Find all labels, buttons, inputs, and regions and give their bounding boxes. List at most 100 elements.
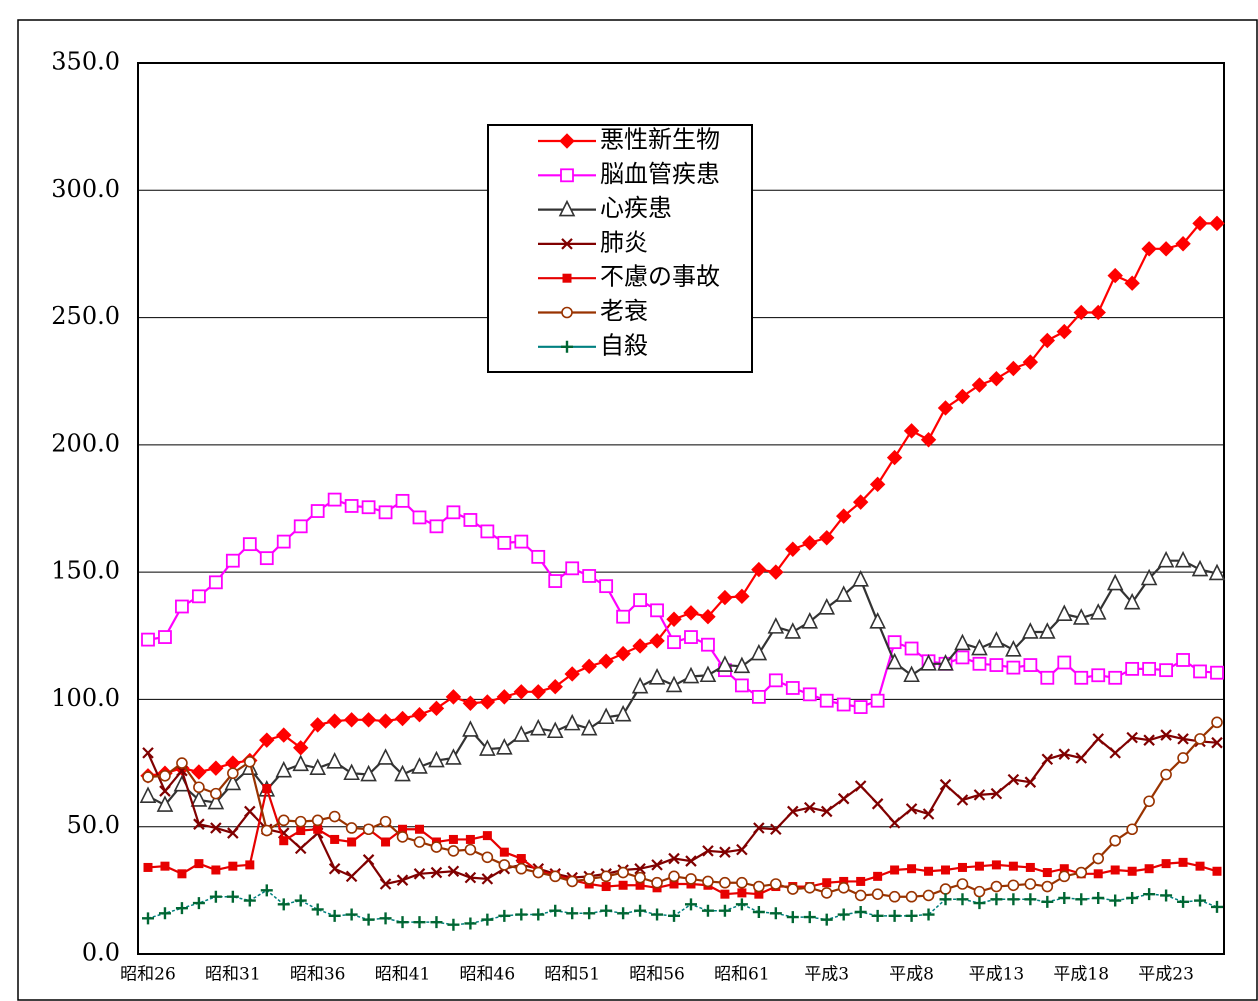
marker	[888, 909, 901, 922]
marker	[1008, 861, 1018, 871]
marker	[734, 678, 749, 693]
marker	[379, 815, 392, 828]
marker	[785, 541, 801, 557]
marker	[700, 608, 716, 625]
marker	[767, 617, 785, 634]
marker	[716, 655, 734, 672]
marker	[139, 786, 157, 803]
marker	[395, 493, 410, 508]
marker	[835, 508, 852, 524]
marker	[768, 564, 784, 580]
marker	[516, 854, 526, 864]
marker	[379, 878, 392, 890]
marker	[939, 778, 952, 791]
marker	[922, 889, 935, 902]
marker	[1160, 729, 1172, 741]
marker	[904, 641, 919, 656]
marker	[464, 843, 477, 856]
legend-marker	[561, 340, 573, 353]
marker	[852, 569, 869, 587]
marker	[513, 725, 530, 742]
marker	[227, 767, 239, 780]
x-tick-label: 平成18	[1053, 965, 1109, 985]
marker	[1126, 731, 1138, 744]
marker	[327, 492, 342, 507]
marker	[190, 790, 208, 807]
marker	[445, 689, 462, 705]
marker	[429, 519, 444, 534]
marker	[601, 882, 611, 892]
marker	[1006, 660, 1021, 675]
marker	[1212, 866, 1222, 876]
marker	[262, 784, 272, 794]
marker	[907, 864, 917, 874]
marker	[276, 534, 291, 549]
marker	[1209, 215, 1225, 232]
marker	[309, 758, 326, 775]
marker	[158, 630, 172, 644]
marker	[818, 597, 836, 615]
marker	[1140, 568, 1158, 586]
marker	[1159, 663, 1173, 678]
marker	[920, 654, 937, 671]
marker	[837, 882, 850, 894]
marker	[854, 889, 867, 902]
marker	[1091, 668, 1106, 683]
marker	[853, 700, 868, 714]
marker	[142, 747, 154, 759]
marker	[753, 880, 765, 893]
marker	[1110, 865, 1120, 875]
marker	[1160, 889, 1173, 902]
marker	[277, 898, 290, 911]
marker	[1143, 795, 1155, 808]
marker	[1126, 823, 1138, 836]
marker	[345, 870, 358, 883]
marker	[563, 713, 581, 731]
marker	[394, 764, 411, 782]
marker	[1176, 653, 1190, 667]
marker	[498, 909, 511, 922]
marker	[462, 720, 479, 737]
marker	[955, 650, 970, 665]
x-tick-label: 昭和31	[205, 965, 261, 985]
marker	[787, 805, 799, 818]
marker	[819, 693, 834, 708]
marker	[175, 599, 189, 614]
marker	[801, 611, 819, 629]
legend-box	[487, 124, 753, 373]
marker	[753, 822, 765, 834]
marker	[193, 818, 205, 830]
marker	[194, 859, 204, 869]
marker	[428, 700, 445, 717]
marker	[802, 535, 818, 551]
marker	[1024, 893, 1037, 906]
marker	[480, 524, 495, 539]
marker	[176, 757, 188, 769]
marker	[617, 907, 630, 920]
marker	[1092, 852, 1105, 865]
marker	[1040, 670, 1055, 685]
marker	[311, 903, 324, 916]
marker	[345, 908, 358, 921]
marker	[481, 873, 494, 885]
marker	[784, 622, 802, 639]
marker	[971, 638, 988, 656]
series-line	[147, 498, 1218, 709]
x-tick-label: 平成3	[804, 965, 849, 985]
marker	[481, 851, 494, 864]
y-tick-label: 300.0	[51, 175, 120, 203]
marker	[293, 519, 308, 534]
marker	[142, 771, 154, 783]
marker	[988, 631, 1005, 648]
marker	[581, 658, 597, 675]
marker	[1007, 879, 1020, 892]
marker	[651, 876, 663, 889]
marker	[733, 656, 751, 674]
marker	[888, 890, 901, 903]
marker	[532, 908, 545, 921]
legend-marker	[559, 133, 575, 149]
marker	[344, 499, 359, 513]
marker	[514, 534, 529, 549]
marker	[990, 787, 1003, 800]
marker	[684, 630, 698, 644]
